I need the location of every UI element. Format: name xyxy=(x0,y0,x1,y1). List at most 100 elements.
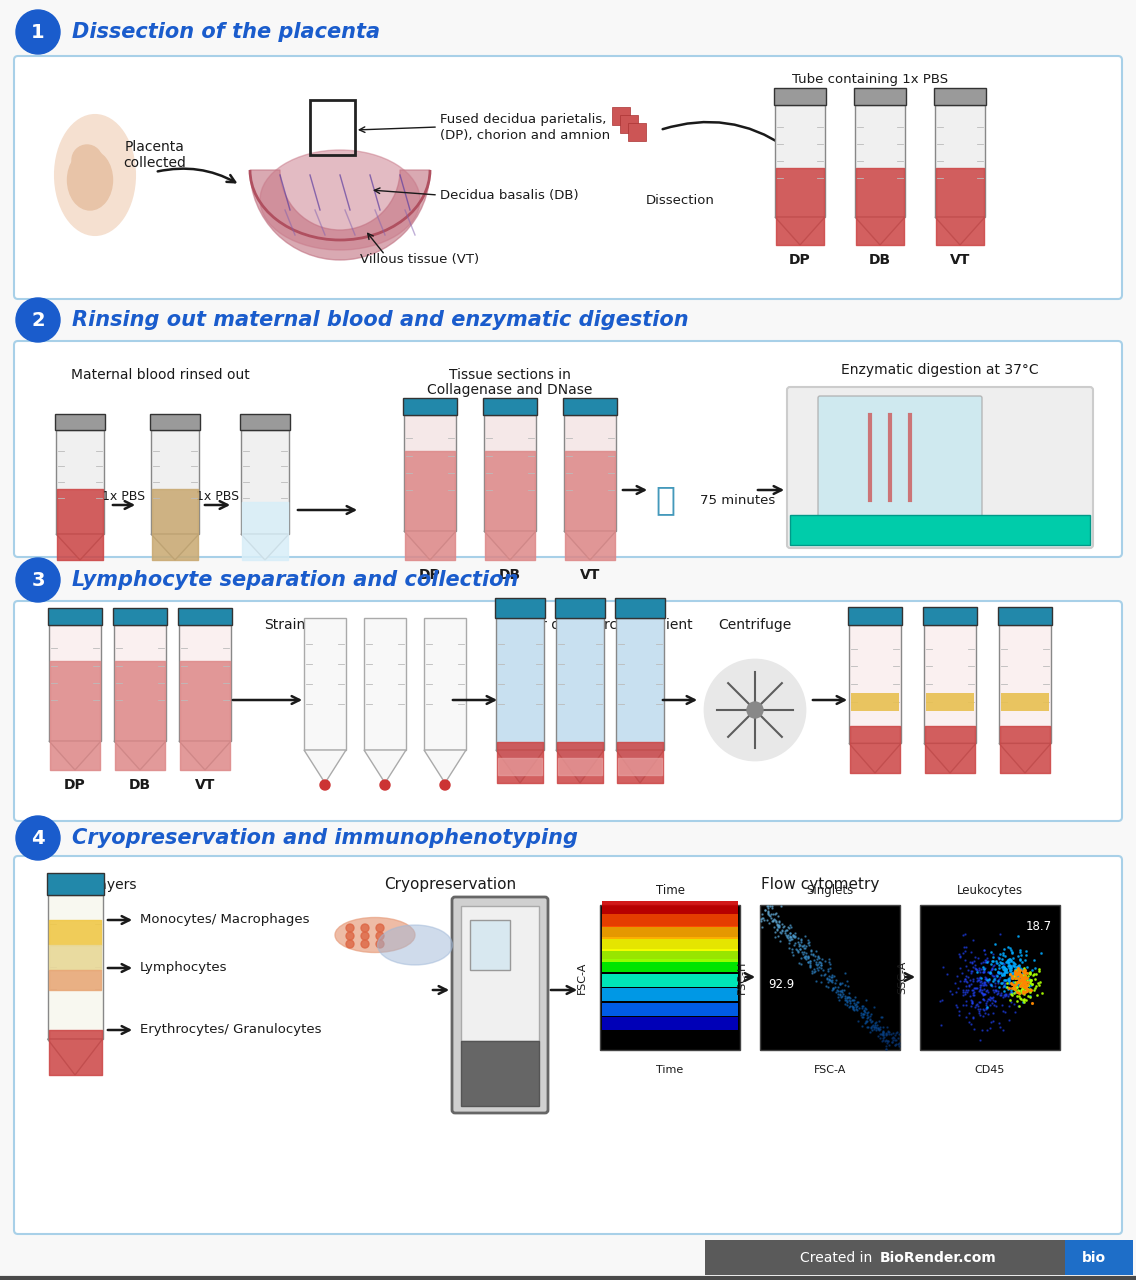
Text: DB: DB xyxy=(130,778,151,792)
Text: 1: 1 xyxy=(31,23,44,41)
Bar xyxy=(615,598,665,618)
Polygon shape xyxy=(849,744,901,773)
Circle shape xyxy=(381,780,390,790)
Text: FSC-A: FSC-A xyxy=(813,1065,846,1075)
Bar xyxy=(774,88,826,105)
Bar xyxy=(847,607,902,625)
Circle shape xyxy=(376,924,384,932)
Bar xyxy=(612,108,630,125)
Text: Maternal blood rinsed out: Maternal blood rinsed out xyxy=(70,369,250,381)
Bar xyxy=(1001,692,1049,710)
Text: Centrifuge: Centrifuge xyxy=(718,618,792,632)
Polygon shape xyxy=(855,218,905,244)
Circle shape xyxy=(16,558,60,602)
Polygon shape xyxy=(999,744,1051,773)
Bar xyxy=(705,1240,1066,1275)
Circle shape xyxy=(72,145,102,175)
Text: Cell layers: Cell layers xyxy=(64,878,136,892)
Circle shape xyxy=(16,10,60,54)
Text: Time: Time xyxy=(657,1065,684,1075)
Bar xyxy=(602,959,738,973)
Circle shape xyxy=(376,940,384,948)
Bar xyxy=(854,88,907,105)
Bar xyxy=(496,618,544,750)
Bar xyxy=(602,948,738,963)
Bar xyxy=(851,692,899,710)
Polygon shape xyxy=(151,534,199,561)
Text: Layer over percol gradient: Layer over percol gradient xyxy=(508,618,692,632)
Circle shape xyxy=(361,924,369,932)
Bar xyxy=(495,598,545,618)
Bar xyxy=(600,905,740,1050)
Circle shape xyxy=(440,780,450,790)
Bar xyxy=(602,914,738,927)
Bar xyxy=(483,398,537,415)
Text: Lymphocytes: Lymphocytes xyxy=(140,961,227,974)
Polygon shape xyxy=(556,750,604,783)
Text: VT: VT xyxy=(194,778,215,792)
Bar xyxy=(790,515,1091,545)
Text: Flow cytometry: Flow cytometry xyxy=(761,878,879,892)
Bar xyxy=(602,1018,738,1030)
Bar xyxy=(470,920,510,970)
Text: Singlets: Singlets xyxy=(807,884,853,897)
Text: Cryopreservation: Cryopreservation xyxy=(384,878,516,892)
Bar xyxy=(563,415,616,531)
Text: Enzymatic digestion at 37°C: Enzymatic digestion at 37°C xyxy=(841,364,1038,378)
Circle shape xyxy=(320,780,329,790)
Text: Erythrocytes/ Granulocytes: Erythrocytes/ Granulocytes xyxy=(140,1024,321,1037)
Bar xyxy=(920,905,1060,1050)
Text: (DP), chorion and amnion: (DP), chorion and amnion xyxy=(440,128,610,142)
Text: DP: DP xyxy=(419,568,441,582)
Text: DB: DB xyxy=(869,253,891,268)
Text: 1x PBS: 1x PBS xyxy=(197,490,240,503)
Bar xyxy=(55,415,105,430)
Circle shape xyxy=(16,298,60,342)
FancyBboxPatch shape xyxy=(14,602,1122,820)
Bar xyxy=(240,415,290,430)
Bar xyxy=(556,598,605,618)
Text: Created in: Created in xyxy=(800,1251,877,1265)
Bar xyxy=(849,625,901,744)
Wedge shape xyxy=(250,170,431,260)
Text: 3: 3 xyxy=(32,571,44,590)
Circle shape xyxy=(747,701,763,718)
Polygon shape xyxy=(114,741,166,771)
Text: FSC-H: FSC-H xyxy=(737,961,747,995)
Bar xyxy=(760,905,900,1050)
Polygon shape xyxy=(484,531,536,561)
Bar xyxy=(310,100,354,155)
Polygon shape xyxy=(935,218,985,244)
Circle shape xyxy=(705,660,805,760)
Polygon shape xyxy=(179,741,231,771)
Polygon shape xyxy=(56,534,105,561)
Text: DP: DP xyxy=(790,253,811,268)
Text: Dissection: Dissection xyxy=(645,193,715,206)
Bar xyxy=(556,618,604,750)
Circle shape xyxy=(361,940,369,948)
FancyBboxPatch shape xyxy=(452,897,548,1114)
Bar xyxy=(602,1002,738,1016)
Bar xyxy=(628,123,646,141)
Text: Monocytes/ Macrophages: Monocytes/ Macrophages xyxy=(140,914,309,927)
Circle shape xyxy=(346,932,354,940)
Text: 75 minutes: 75 minutes xyxy=(700,494,775,507)
Bar xyxy=(775,105,825,218)
Bar xyxy=(48,895,102,1039)
Text: VT: VT xyxy=(579,568,600,582)
FancyBboxPatch shape xyxy=(14,856,1122,1234)
Bar xyxy=(364,618,406,750)
Ellipse shape xyxy=(260,150,420,250)
Text: 1x PBS: 1x PBS xyxy=(102,490,145,503)
Bar xyxy=(150,415,200,430)
Bar xyxy=(56,430,105,534)
Polygon shape xyxy=(775,218,825,244)
Text: Collagenase and DNase: Collagenase and DNase xyxy=(427,383,593,397)
Bar xyxy=(602,901,738,914)
Bar xyxy=(49,625,101,741)
Text: 92.9: 92.9 xyxy=(768,978,794,991)
Bar xyxy=(620,115,638,133)
Text: Cryopreservation and immunophenotyping: Cryopreservation and immunophenotyping xyxy=(72,828,578,847)
Text: 18.7: 18.7 xyxy=(1026,920,1052,933)
Bar xyxy=(855,105,905,218)
